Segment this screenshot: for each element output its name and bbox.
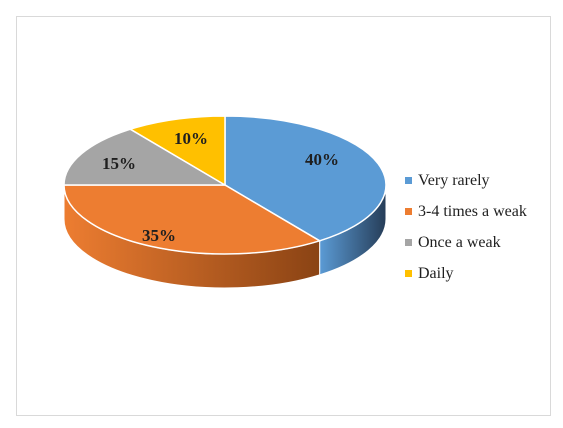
legend-label: Once a weak bbox=[418, 233, 501, 251]
legend-item-very-rarely: Very rarely bbox=[405, 165, 527, 196]
data-label-daily: 10% bbox=[174, 129, 208, 148]
pie-slice-very-rarely bbox=[224, 115, 387, 242]
pie-slice-3-4-times-a-weak bbox=[63, 184, 322, 255]
legend-label: 3-4 times a weak bbox=[418, 202, 527, 220]
data-label-very-rarely: 40% bbox=[305, 150, 339, 169]
pie-slice-daily bbox=[128, 115, 226, 187]
chart-area: 40% 35% 15% 10% Very rarely 3-4 times a weak… bbox=[16, 16, 551, 416]
pie-slice-once-a-weak bbox=[63, 128, 228, 186]
legend-swatch bbox=[405, 177, 412, 184]
legend-swatch bbox=[405, 270, 412, 277]
pie-chart: 40% 35% 15% 10% bbox=[63, 115, 387, 289]
legend-item-daily: Daily bbox=[405, 258, 527, 289]
legend: Very rarely 3-4 times a weak Once a weak Da… bbox=[405, 165, 527, 289]
legend-item-once-a-weak: Once a weak bbox=[405, 227, 527, 258]
legend-swatch bbox=[405, 239, 412, 246]
legend-label: Very rarely bbox=[418, 171, 490, 189]
legend-item-3-4-times-a-weak: 3-4 times a weak bbox=[405, 196, 527, 227]
legend-label: Daily bbox=[418, 264, 454, 282]
legend-swatch bbox=[405, 208, 412, 215]
data-label-once-a-weak: 15% bbox=[102, 154, 136, 173]
data-label-3-4-times-a-weak: 35% bbox=[142, 226, 176, 245]
